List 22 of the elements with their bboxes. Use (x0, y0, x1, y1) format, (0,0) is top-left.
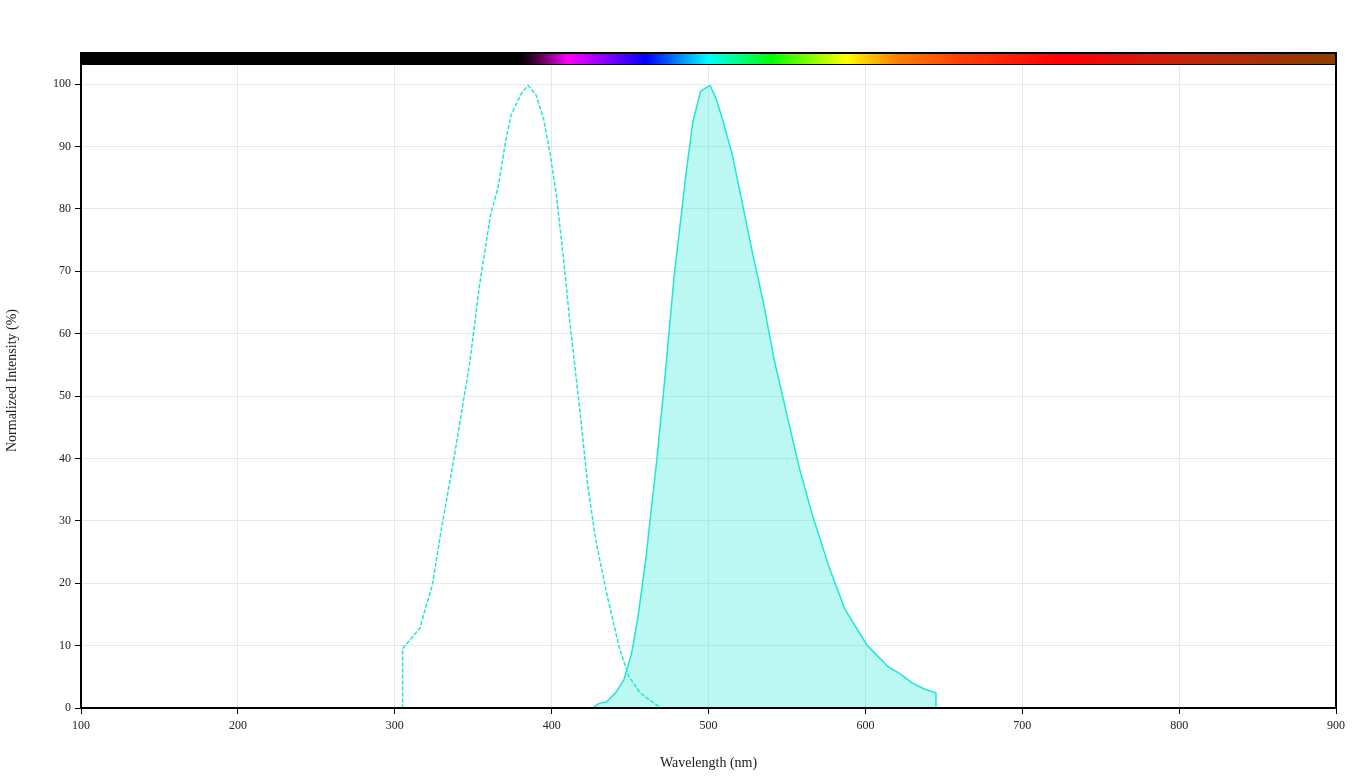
x-tick-label: 200 (228, 718, 247, 733)
x-tick-label: 700 (1013, 718, 1032, 733)
x-tick-label: 800 (1170, 718, 1189, 733)
y-tick-label: 30 (59, 513, 71, 528)
x-tick-label: 900 (1327, 718, 1345, 733)
x-axis-title: Wavelength (nm) (659, 755, 758, 772)
y-tick-label: 10 (59, 637, 71, 652)
y-tick-label: 50 (59, 388, 71, 403)
x-tick-label: 100 (72, 718, 90, 733)
y-tick-label: 100 (53, 76, 71, 91)
y-tick-label: 60 (59, 325, 71, 340)
x-tick-label: 400 (542, 718, 561, 733)
y-axis-title: Normalized Intensity (%) (4, 308, 21, 453)
y-tick-label: 20 (59, 575, 71, 590)
x-tick-label: 600 (856, 718, 875, 733)
x-tick-label: 300 (385, 718, 404, 733)
y-tick-label: 70 (59, 263, 71, 278)
x-tick-label: 500 (699, 718, 718, 733)
y-tick-label: 40 (59, 450, 71, 465)
y-tick-label: 0 (65, 700, 71, 715)
y-tick-label: 80 (59, 201, 71, 216)
y-tick-label: 90 (59, 138, 71, 153)
